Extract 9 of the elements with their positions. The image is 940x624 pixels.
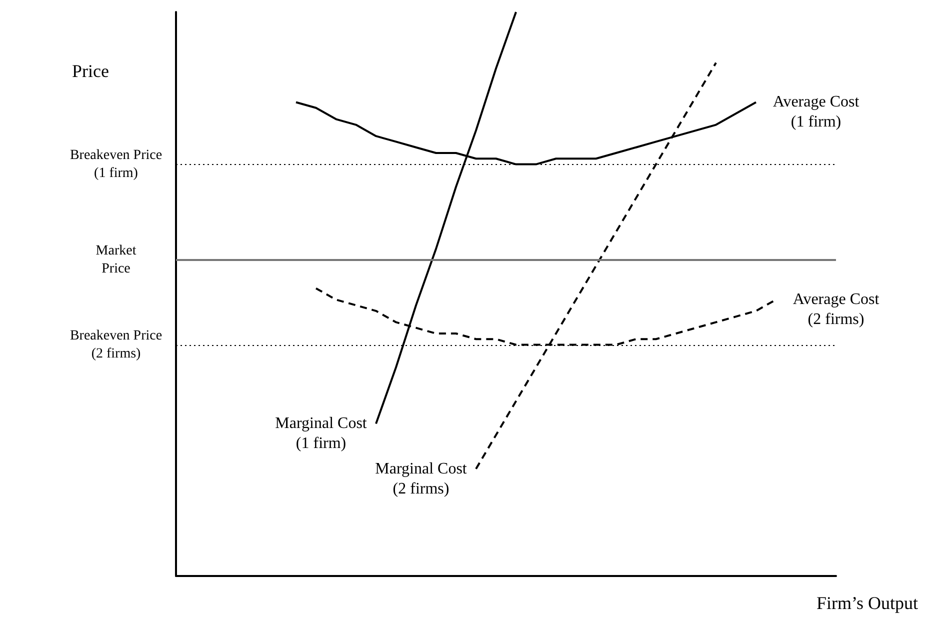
- series-label: Average Cost (1 firm): [772, 94, 860, 131]
- ref-line-label: Breakeven Price (1 firm): [70, 148, 162, 181]
- ref-line-label: Breakeven Price (2 firms): [70, 328, 162, 362]
- series-label: Marginal Cost (2 firms): [375, 460, 468, 498]
- y-axis-title: Price: [72, 61, 109, 81]
- ref-line-label: Market Price: [96, 244, 136, 277]
- series-label: Marginal Cost (1 firm): [275, 415, 368, 452]
- series-label: Average Cost (2 firms): [792, 291, 880, 328]
- x-axis-title: Firm’s Output: [816, 593, 918, 613]
